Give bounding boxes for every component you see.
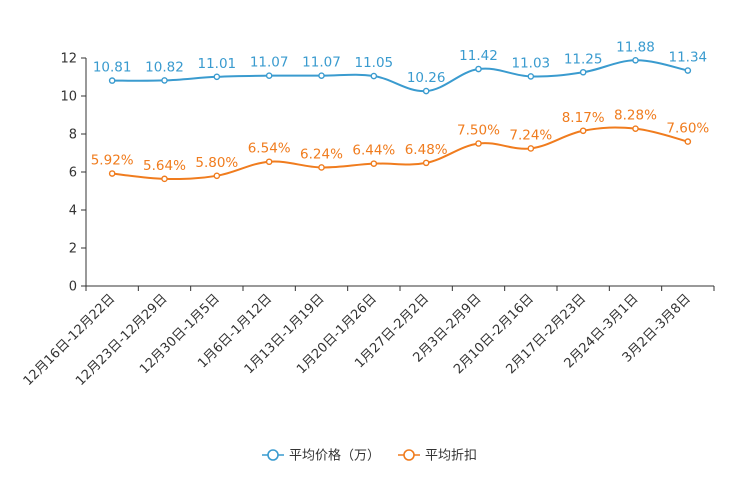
data-point	[475, 140, 482, 147]
y-tick-label: 2	[69, 242, 77, 257]
data-point	[213, 172, 221, 180]
y-tick-label: 10	[60, 90, 77, 105]
series-layer: 10.81 10.82 11.01 11.07 11.07 11.05 10.26 11.42…	[91, 39, 709, 183]
data-point	[108, 77, 116, 84]
data-label: 6.24%	[300, 146, 343, 162]
axes: 02468101212月16日-12月22日12月23日-12月29日12月30…	[21, 52, 715, 389]
series-line	[112, 126, 689, 180]
data-label: 11.07	[302, 55, 341, 71]
data-point	[265, 72, 273, 79]
series-line	[112, 59, 689, 93]
data-label: 8.17%	[562, 110, 605, 126]
legend-marker-icon	[267, 449, 279, 461]
y-tick-label: 6	[69, 166, 77, 181]
data-label: 11.34	[669, 50, 708, 66]
data-label: 11.42	[459, 48, 498, 64]
data-point	[632, 56, 639, 64]
data-label: 11.25	[564, 51, 603, 67]
data-label: 11.07	[250, 55, 289, 71]
legend-item-2: 平均折扣	[398, 449, 477, 464]
data-point	[632, 125, 639, 132]
data-point	[370, 160, 378, 167]
legend-label: 平均价格（万）	[289, 448, 380, 464]
data-point	[213, 73, 221, 81]
series-2: 5.92% 5.64% 5.80% 6.54% 6.24% 6.44% 6.48% 7.50%…	[91, 108, 709, 183]
data-point	[161, 77, 168, 84]
y-tick-label: 12	[60, 52, 77, 67]
legend-marker-icon	[403, 449, 415, 461]
data-point	[684, 138, 692, 145]
legend-label: 平均折扣	[425, 449, 477, 464]
data-label: 7.60%	[666, 121, 709, 137]
data-label: 6.54%	[248, 141, 291, 157]
data-label: 11.05	[355, 55, 394, 71]
data-point	[318, 72, 325, 79]
data-label: 6.48%	[405, 142, 448, 158]
data-point	[318, 164, 325, 171]
data-point	[370, 72, 378, 80]
data-point	[422, 159, 430, 167]
data-point	[579, 127, 587, 135]
legend: 平均价格（万） 平均折扣	[262, 448, 477, 464]
data-point	[475, 65, 482, 73]
data-label: 7.24%	[509, 127, 552, 143]
data-point	[422, 87, 430, 95]
y-tick-label: 0	[69, 280, 77, 295]
data-label: 11.88	[616, 39, 655, 55]
x-tick-label: 12月16日-12月22日	[21, 291, 118, 388]
y-tick-label: 4	[69, 204, 77, 219]
data-point	[684, 67, 692, 74]
data-label: 11.01	[198, 56, 237, 72]
series-1: 10.81 10.82 11.01 11.07 11.07 11.05 10.26 11.42…	[93, 39, 708, 95]
data-label: 10.82	[145, 59, 184, 75]
data-label: 6.44%	[352, 143, 395, 159]
data-point	[161, 175, 168, 183]
data-label: 5.64%	[143, 158, 186, 174]
data-label: 8.28%	[614, 108, 657, 124]
legend-item-1: 平均价格（万）	[262, 448, 380, 464]
data-label: 7.50%	[457, 123, 500, 139]
data-point	[527, 145, 535, 152]
data-label: 5.80%	[195, 155, 238, 171]
data-point	[579, 68, 587, 76]
data-label: 10.81	[93, 60, 132, 76]
data-label: 10.26	[407, 70, 446, 86]
y-tick-label: 8	[69, 128, 77, 143]
x-tick-label: 12月23日-12月29日	[73, 291, 170, 388]
data-point	[265, 158, 273, 166]
data-label: 5.92%	[91, 153, 134, 169]
data-point	[108, 170, 116, 177]
data-point	[527, 73, 535, 80]
data-label: 11.03	[512, 55, 551, 71]
